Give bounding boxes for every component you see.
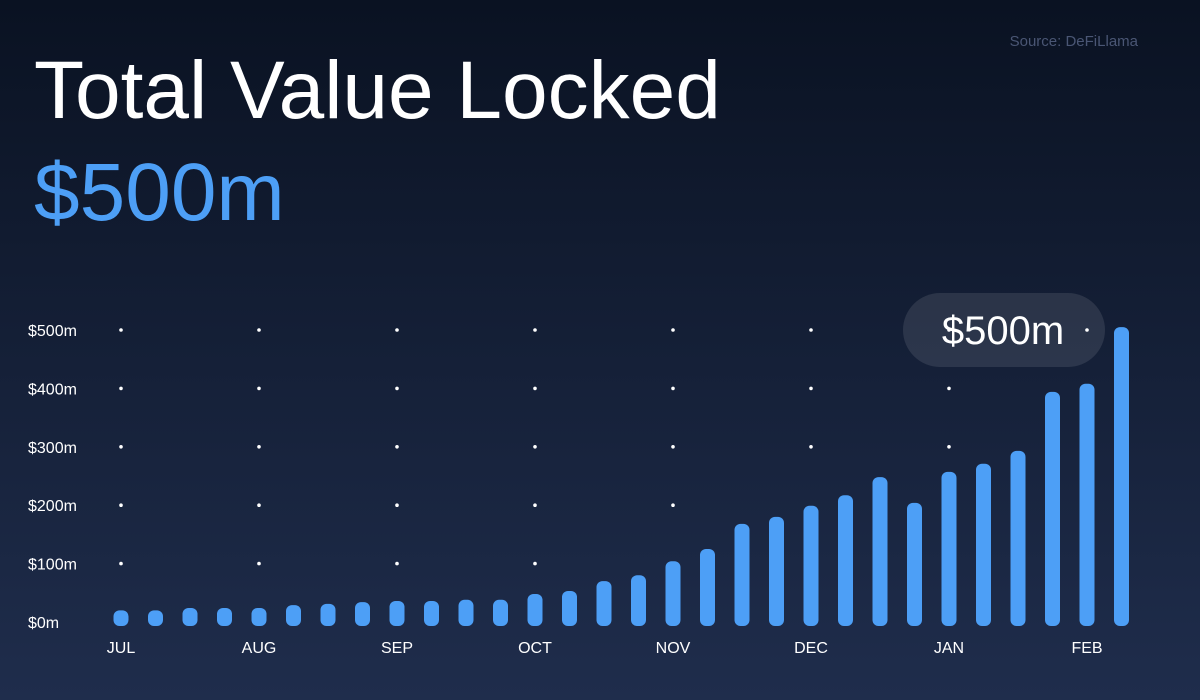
grid-dot	[257, 445, 261, 449]
bar	[1045, 391, 1060, 626]
grid-dot	[395, 328, 399, 332]
grid-dot	[809, 328, 813, 332]
bar	[907, 502, 922, 626]
bar	[182, 607, 198, 626]
grid-dot	[533, 561, 537, 566]
bar	[355, 602, 370, 626]
grid-dot	[533, 503, 537, 508]
grid-dot	[533, 386, 537, 391]
bar	[148, 610, 163, 626]
bar	[251, 607, 267, 626]
bar	[596, 581, 612, 626]
grid-dot	[395, 561, 399, 566]
grid-dot	[119, 328, 123, 332]
grid-dot	[947, 328, 951, 332]
grid-dot	[257, 328, 261, 332]
grid-dot	[119, 386, 123, 391]
bar	[631, 575, 646, 626]
bar	[803, 505, 819, 626]
grid-dot	[809, 445, 813, 449]
grid-dot	[1085, 328, 1089, 332]
bar	[941, 471, 957, 626]
grid-dot	[395, 386, 399, 391]
y-tick-label: $400m	[28, 381, 77, 398]
grid-dot	[671, 445, 675, 449]
source: Source: DeFiLlama	[1010, 33, 1139, 50]
y-tick-label: $0m	[28, 615, 59, 632]
grid-dot	[257, 561, 261, 566]
bar	[217, 607, 232, 626]
callout: $500m	[942, 309, 1064, 353]
bar	[838, 495, 853, 626]
y-tick-label: $500m	[28, 323, 77, 340]
grid-dot	[395, 445, 399, 449]
bar	[1010, 450, 1026, 626]
chart-subtitle: $500m	[34, 147, 285, 238]
x-tick-label: JUL	[107, 640, 136, 657]
x-tick-label: NOV	[656, 640, 691, 657]
grid-dot	[671, 328, 675, 332]
grid-dot	[257, 503, 261, 508]
grid-dot	[395, 503, 399, 508]
bar	[872, 477, 888, 626]
grid-dot	[533, 445, 537, 449]
bar	[527, 593, 543, 626]
bar	[1114, 327, 1129, 626]
bar	[976, 463, 991, 626]
grid-dot	[257, 386, 261, 391]
bar	[320, 603, 336, 626]
x-tick-label: OCT	[518, 640, 552, 657]
bar	[700, 549, 715, 626]
bar	[286, 605, 301, 626]
x-tick-label: FEB	[1071, 640, 1102, 657]
grid-dot	[119, 503, 123, 508]
bar	[389, 600, 405, 626]
x-tick-label: AUG	[242, 640, 277, 657]
bar	[769, 516, 784, 626]
bar	[665, 561, 681, 626]
x-tick-label: DEC	[794, 640, 828, 657]
grid-dot	[533, 328, 537, 332]
bar	[1079, 383, 1095, 626]
bar	[458, 599, 474, 626]
grid-dot	[809, 386, 813, 391]
callout-box	[903, 293, 1105, 367]
grid-dot	[947, 386, 951, 391]
grid-dot	[119, 445, 123, 449]
x-tick-label: SEP	[381, 640, 413, 657]
grid-dot	[119, 561, 123, 566]
y-tick-label: $200m	[28, 498, 77, 515]
bar	[734, 523, 750, 626]
x-tick-label: JAN	[934, 640, 964, 657]
grid-dot	[947, 445, 951, 449]
grid-dot	[671, 503, 675, 508]
bar	[562, 591, 577, 626]
bar	[493, 599, 508, 626]
grid-dot	[671, 386, 675, 391]
bar	[113, 610, 129, 626]
chart-title: Total Value Locked	[34, 45, 721, 136]
y-tick-label: $300m	[28, 440, 77, 457]
bar	[424, 600, 439, 626]
y-tick-label: $100m	[28, 557, 77, 574]
